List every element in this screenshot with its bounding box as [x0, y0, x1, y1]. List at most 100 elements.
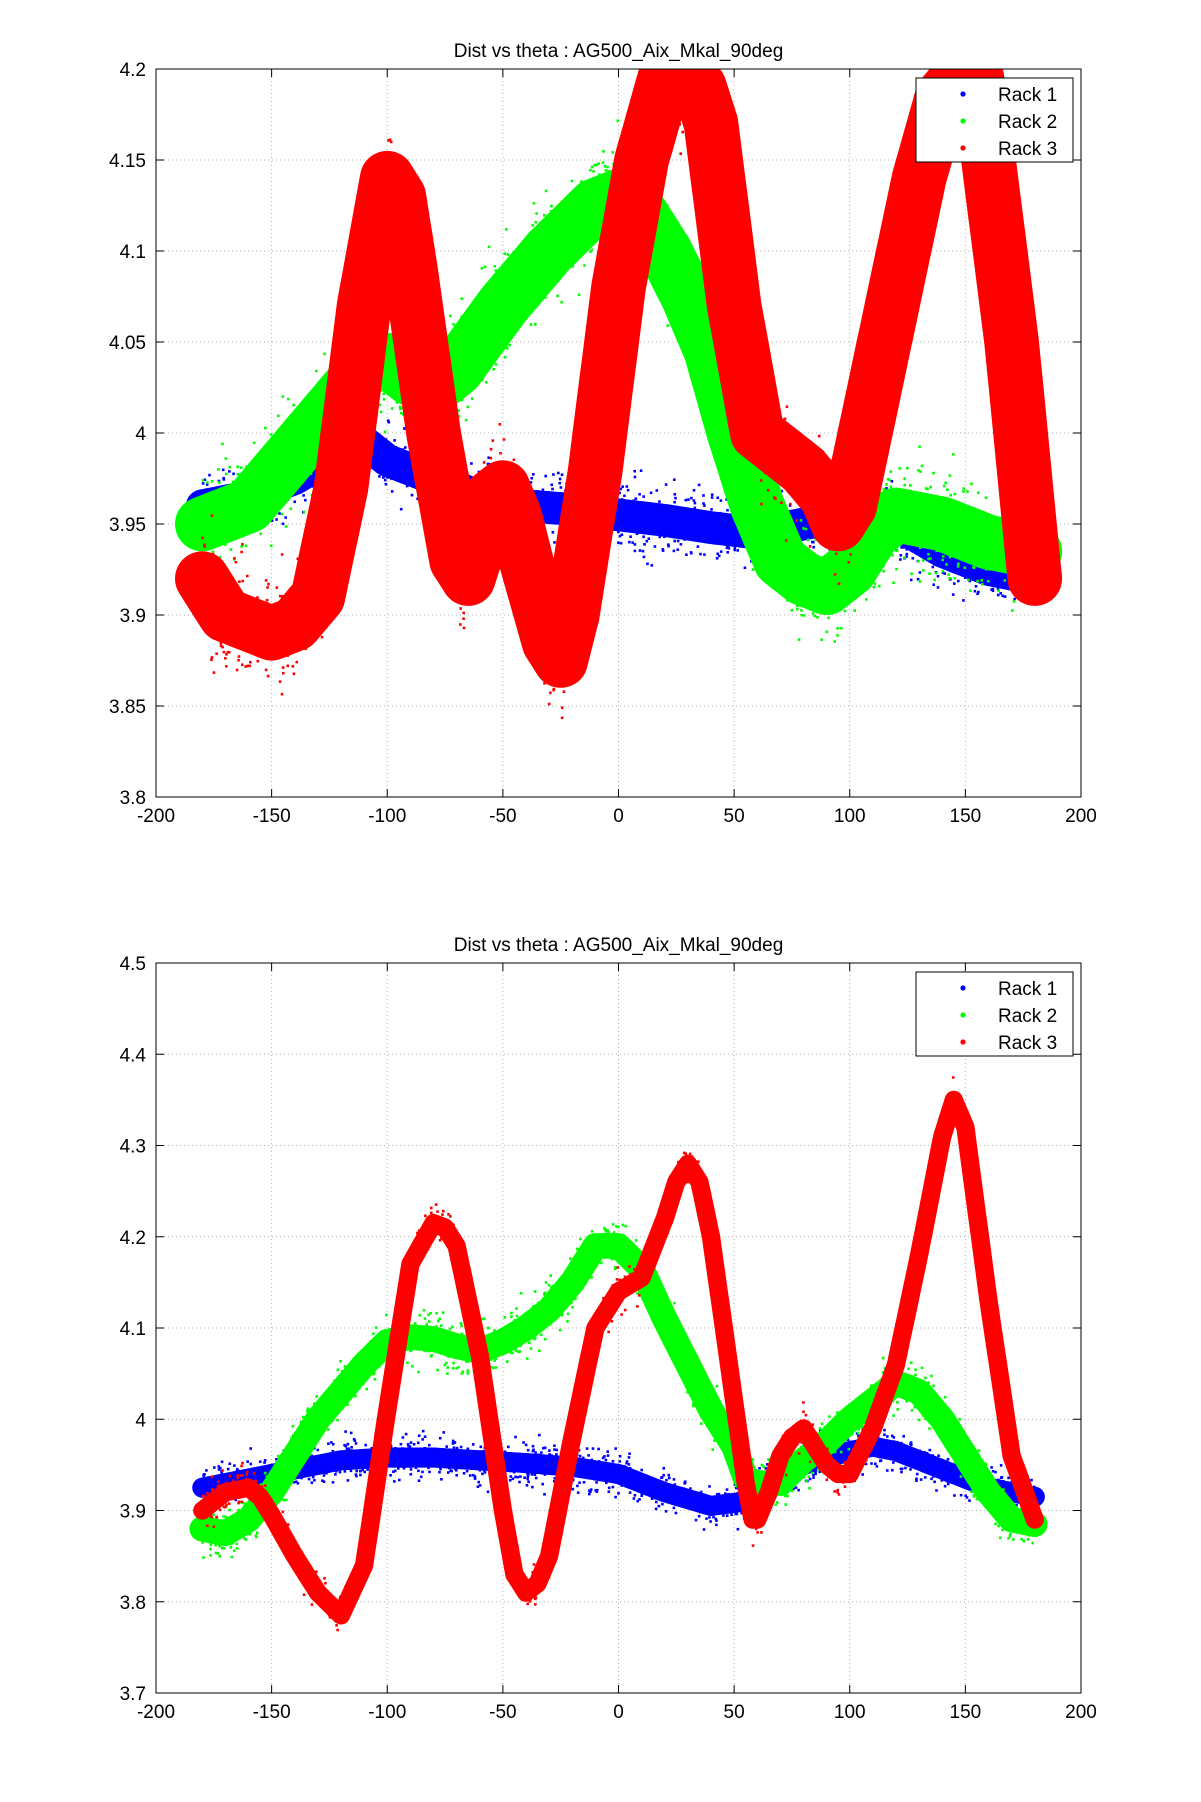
data-point — [436, 443, 440, 446]
data-point — [678, 82, 682, 85]
data-point — [936, 557, 939, 560]
data-point — [723, 236, 726, 239]
data-point — [990, 559, 994, 563]
data-point — [895, 1440, 899, 1444]
data-point — [881, 372, 884, 375]
data-point — [394, 388, 397, 391]
data-point — [713, 185, 716, 189]
data-point — [672, 1478, 676, 1481]
data-point — [806, 558, 810, 561]
data-point — [207, 488, 211, 492]
data-point — [544, 474, 547, 478]
data-point — [972, 566, 976, 569]
data-point — [378, 403, 382, 407]
data-point — [791, 494, 794, 498]
data-point — [620, 533, 624, 536]
data-point — [611, 1468, 614, 1472]
data-point — [304, 589, 307, 593]
data-point — [712, 356, 716, 359]
data-point — [667, 254, 671, 257]
data-point — [712, 390, 716, 394]
data-point — [862, 448, 865, 451]
data-point — [785, 539, 788, 542]
data-point — [419, 1475, 423, 1479]
data-point — [286, 431, 289, 435]
data-point — [939, 502, 943, 505]
data-point — [343, 437, 347, 440]
data-point — [266, 674, 270, 678]
data-point — [547, 702, 551, 706]
data-point — [549, 255, 552, 259]
data-point — [513, 525, 517, 529]
data-point — [1030, 595, 1033, 598]
data-point — [524, 280, 528, 283]
data-point — [211, 575, 214, 578]
data-point — [677, 517, 680, 521]
data-point — [342, 497, 346, 500]
data-point — [240, 608, 243, 612]
data-point — [642, 535, 645, 539]
data-point — [434, 389, 437, 392]
data-point — [856, 512, 859, 515]
data-point — [291, 474, 295, 477]
data-point — [532, 567, 535, 571]
data-point — [538, 243, 542, 247]
data-point — [753, 434, 756, 438]
data-point — [688, 332, 691, 336]
data-point — [769, 458, 772, 462]
data-point — [784, 575, 788, 578]
data-point — [680, 251, 684, 255]
data-point — [693, 501, 697, 505]
data-point — [494, 313, 497, 317]
data-point — [692, 530, 696, 534]
data-point — [733, 546, 737, 550]
data-point — [347, 1447, 350, 1450]
data-point — [633, 469, 636, 473]
data-point — [649, 491, 653, 495]
data-point — [607, 1476, 611, 1479]
data-point — [802, 614, 806, 617]
data-point — [872, 370, 876, 374]
data-point — [529, 592, 533, 595]
data-point — [616, 264, 619, 267]
data-point — [927, 1462, 930, 1465]
data-point — [465, 357, 468, 360]
data-point — [521, 526, 524, 530]
data-point — [991, 587, 995, 591]
data-point — [679, 1503, 682, 1506]
data-point — [357, 354, 360, 358]
data-point — [362, 303, 366, 308]
data-point — [845, 545, 848, 549]
data-point — [873, 582, 877, 586]
data-point — [994, 229, 998, 232]
data-point — [649, 83, 652, 87]
data-point — [820, 638, 823, 641]
data-point — [778, 538, 781, 541]
data-point — [549, 614, 553, 618]
data-point — [397, 448, 400, 452]
data-point — [635, 1488, 639, 1491]
data-point — [670, 273, 674, 276]
data-point — [737, 371, 740, 374]
data-point — [618, 278, 622, 282]
data-point — [776, 459, 780, 463]
data-point — [585, 206, 589, 210]
data-point — [695, 519, 698, 523]
data-point — [970, 556, 973, 559]
data-point — [664, 205, 667, 209]
data-point — [296, 446, 300, 450]
data-point — [270, 519, 274, 522]
data-point — [789, 510, 793, 514]
data-point — [643, 543, 646, 546]
data-point — [581, 583, 584, 586]
data-point — [215, 610, 218, 613]
data-point — [492, 513, 495, 516]
data-point — [611, 151, 614, 154]
data-point — [519, 1475, 522, 1478]
data-point — [839, 534, 842, 537]
data-point — [470, 355, 473, 359]
data-point — [586, 528, 589, 531]
data-point — [991, 209, 994, 213]
data-point — [746, 359, 749, 363]
data-point — [684, 498, 688, 502]
